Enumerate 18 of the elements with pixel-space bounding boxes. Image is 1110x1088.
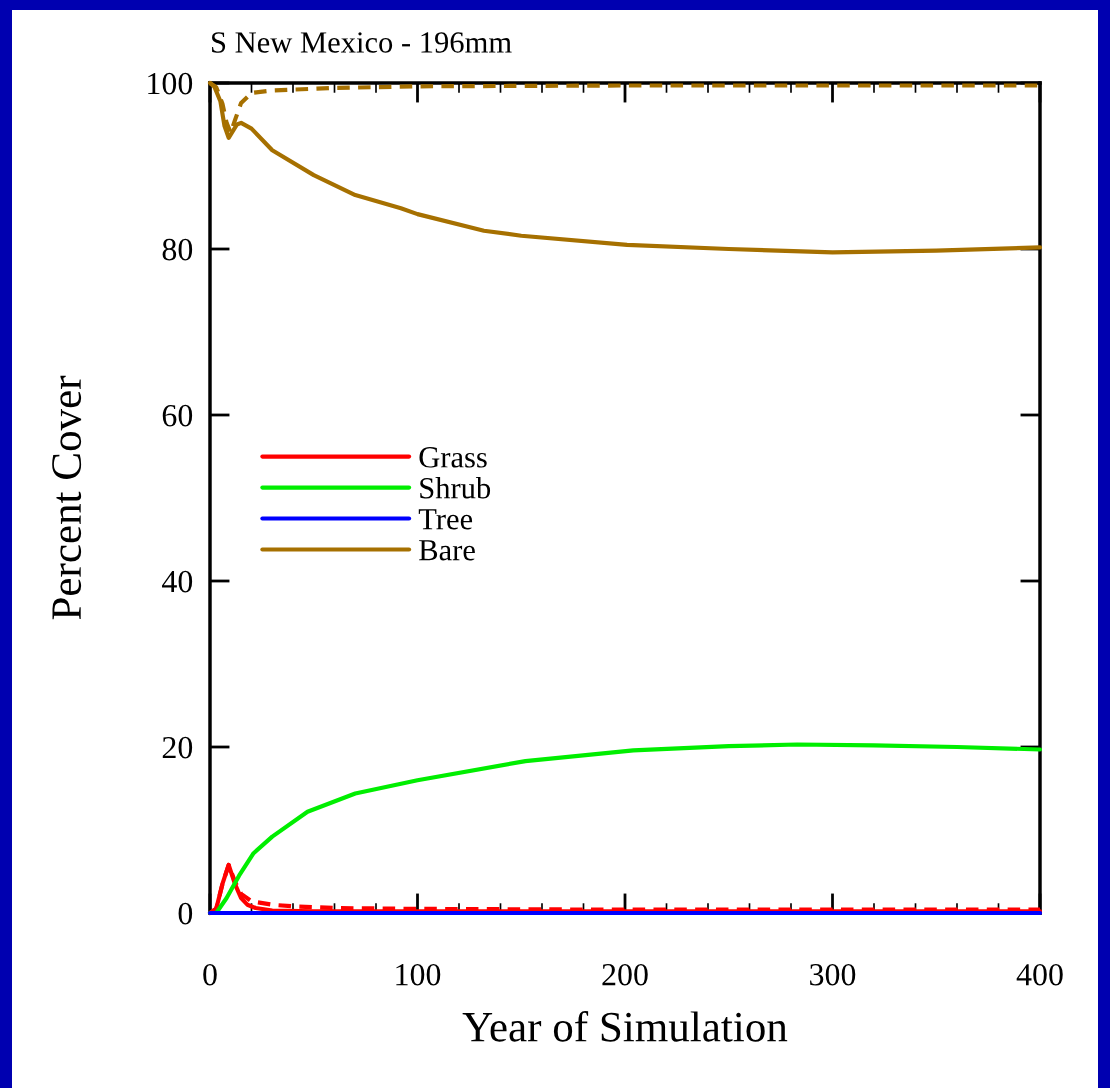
legend-label: Grass (419, 447, 487, 468)
y-tick-label: 100 (148, 72, 193, 95)
y-tick-label: 0 (178, 902, 193, 925)
legend-label: Shrub (420, 477, 491, 499)
legend-label: Tree (418, 509, 473, 530)
y-tick-label: 80 (162, 238, 193, 261)
y-tick-label: 20 (162, 736, 193, 759)
x-tick-label: 100 (396, 963, 441, 986)
y-axis-title: Percent Cover (52, 375, 82, 620)
x-axis-title: Year of Simulation (462, 1010, 788, 1042)
chart-title: S New Mexico - 196mm (212, 32, 512, 53)
legend-label: Bare (419, 540, 475, 561)
x-tick-label: 300 (810, 963, 856, 986)
y-tick-label: 60 (162, 404, 193, 427)
y-tick-label: 40 (162, 570, 193, 593)
x-tick-label: 200 (602, 963, 648, 986)
x-tick-label: 400 (1016, 963, 1063, 986)
x-tick-label: 0 (203, 963, 217, 986)
